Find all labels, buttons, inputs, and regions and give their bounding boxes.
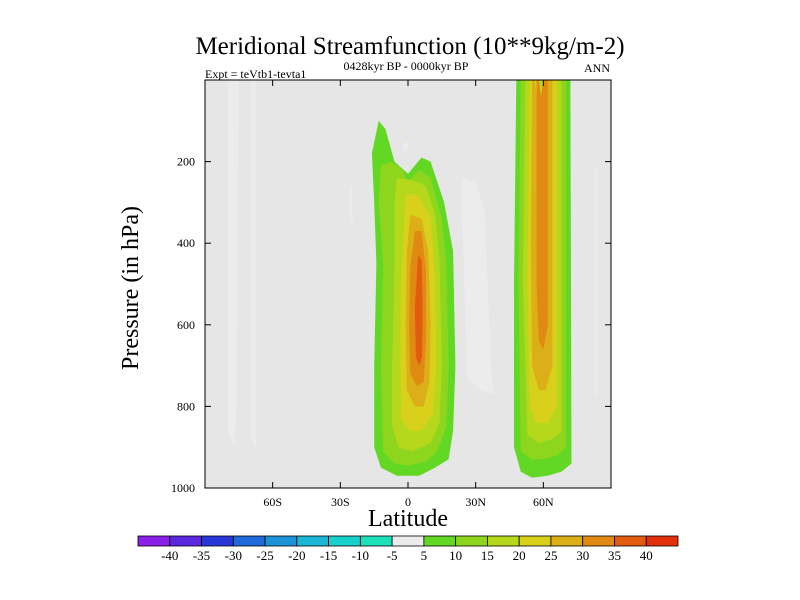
colorbar-box xyxy=(455,535,488,547)
contour-nh-cell-west xyxy=(462,177,494,395)
contour-nh-cell-east xyxy=(595,165,598,395)
colorbar-label: -25 xyxy=(256,548,273,563)
y-tick-label: 800 xyxy=(177,399,195,413)
colorbar-label: 20 xyxy=(513,548,526,563)
colorbar-label: 10 xyxy=(449,548,462,563)
colorbar-label: -40 xyxy=(161,548,178,563)
x-tick-label: 60N xyxy=(533,495,554,509)
chart-title: Meridional Streamfunction (10**9kg/m-2) xyxy=(195,33,624,60)
colorbar-label: -10 xyxy=(352,548,369,563)
contour-sh-cell-thin xyxy=(251,80,256,448)
contour-small-blob xyxy=(403,141,408,152)
x-tick-label: 60S xyxy=(263,495,282,509)
x-tick-label: 30S xyxy=(331,495,350,509)
contour-regions xyxy=(227,80,598,478)
x-axis-ticks: 60S 30S 0 30N 60N xyxy=(263,80,554,509)
experiment-label: Expt = teVtb1-tevta1 xyxy=(205,67,306,81)
colorbar-label: 40 xyxy=(640,548,653,563)
colorbar-label: -20 xyxy=(288,548,305,563)
colorbar-box xyxy=(645,535,679,547)
y-axis-ticks: 200 400 600 800 1000 xyxy=(171,155,611,495)
colorbar: -40 -35 -30 -25 -20 -15 -10 -5 5 10 15 20 25 30 35 40 xyxy=(137,535,679,563)
colorbar-label: 30 xyxy=(576,548,589,563)
colorbar-box xyxy=(201,535,234,547)
colorbar-box xyxy=(137,535,171,547)
colorbar-box xyxy=(296,535,329,547)
x-axis-label: Latitude xyxy=(368,506,448,532)
chart-subtitle: 0428kyr BP - 0000kyr BP xyxy=(344,59,469,73)
x-tick-label: 30N xyxy=(465,495,486,509)
contour-ferrel-30 xyxy=(536,80,548,350)
colorbar-label: 15 xyxy=(481,548,494,563)
colorbar-box xyxy=(423,535,457,547)
colorbar-box xyxy=(614,535,647,547)
contour-sh-cell-left xyxy=(227,80,239,448)
colorbar-label: -30 xyxy=(225,548,242,563)
contour-tropical-patch xyxy=(349,186,353,225)
x-tick-label: 0 xyxy=(405,495,411,509)
colorbar-box xyxy=(232,535,266,547)
colorbar-label: -35 xyxy=(193,548,210,563)
colorbar-label: 5 xyxy=(421,548,428,563)
y-tick-label: 600 xyxy=(177,318,195,332)
colorbar-box xyxy=(328,535,361,547)
colorbar-box xyxy=(550,535,584,547)
colorbar-label: -15 xyxy=(320,548,337,563)
colorbar-box xyxy=(264,535,298,547)
season-label: ANN xyxy=(584,61,610,75)
colorbar-label: 35 xyxy=(608,548,621,563)
colorbar-box xyxy=(582,535,615,547)
colorbar-box xyxy=(391,535,425,547)
colorbar-box xyxy=(169,535,202,547)
y-tick-label: 1000 xyxy=(171,481,195,495)
colorbar-label: -5 xyxy=(387,548,398,563)
y-axis-label: Pressure (in hPa) xyxy=(118,206,144,370)
contour-hadley-35 xyxy=(414,255,423,366)
y-tick-label: 200 xyxy=(177,155,195,169)
y-tick-label: 400 xyxy=(177,236,195,250)
colorbar-label: 25 xyxy=(544,548,557,563)
colorbar-box xyxy=(359,535,393,547)
colorbar-box xyxy=(518,535,552,547)
colorbar-box xyxy=(487,535,520,547)
